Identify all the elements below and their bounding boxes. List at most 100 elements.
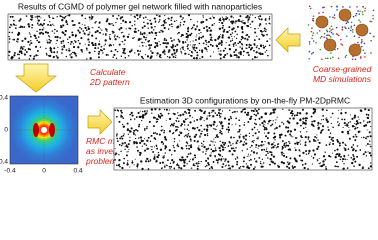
particle: [162, 156, 165, 159]
particle: [351, 125, 355, 128]
particle: [8, 35, 10, 38]
particle: [236, 111, 238, 113]
particle: [281, 121, 283, 124]
particle: [70, 53, 73, 55]
particle: [198, 49, 201, 51]
particle: [208, 112, 211, 115]
particle: [203, 112, 206, 115]
particle: [31, 24, 34, 26]
particle: [240, 20, 242, 23]
particle: [222, 49, 225, 52]
particle: [206, 50, 208, 52]
particle: [251, 20, 254, 23]
particle: [220, 124, 222, 126]
bead: [330, 31, 333, 34]
particle: [350, 114, 352, 116]
particle: [147, 160, 150, 163]
particle: [212, 16, 215, 19]
particle: [250, 26, 252, 29]
particle: [182, 48, 184, 50]
particle: [158, 55, 161, 58]
particle: [362, 153, 365, 156]
particle: [352, 155, 355, 158]
particle: [203, 128, 206, 131]
bead: [318, 12, 320, 14]
particle: [92, 43, 95, 47]
particle: [120, 109, 123, 112]
particle: [313, 153, 317, 156]
particle: [30, 40, 32, 42]
particle: [129, 166, 131, 168]
particle: [220, 158, 223, 161]
particle: [155, 45, 157, 47]
particle: [176, 43, 179, 46]
bead: [372, 17, 374, 20]
particle: [184, 52, 187, 55]
particle: [228, 48, 232, 51]
particle: [257, 16, 259, 18]
particle: [260, 140, 264, 143]
particle: [353, 165, 355, 168]
particle: [167, 17, 170, 20]
particle: [220, 132, 223, 135]
particle: [152, 116, 156, 119]
particle: [128, 139, 131, 142]
particle: [256, 112, 259, 115]
particle: [36, 30, 38, 33]
bead: [311, 37, 313, 40]
particle: [128, 50, 132, 53]
particle: [23, 26, 26, 28]
particle: [320, 122, 322, 125]
particle: [221, 26, 224, 29]
particle: [365, 113, 368, 116]
bead: [323, 36, 326, 39]
particle: [337, 124, 340, 127]
particle: [355, 116, 357, 118]
particle: [126, 128, 130, 132]
particle: [193, 49, 195, 51]
particle: [304, 141, 307, 144]
particle: [165, 18, 167, 20]
bead: [311, 34, 314, 37]
particle: [74, 40, 76, 42]
particle: [245, 43, 248, 46]
particle: [172, 44, 175, 47]
particle: [336, 140, 340, 143]
particle: [146, 139, 149, 142]
particle: [219, 17, 222, 19]
particle: [257, 108, 260, 111]
particle: [178, 134, 181, 137]
particle: [324, 151, 326, 153]
particle: [258, 117, 261, 120]
particle: [118, 154, 120, 156]
particle: [138, 38, 141, 41]
particle: [312, 112, 315, 115]
particle: [144, 129, 146, 131]
particle: [28, 44, 31, 46]
particle: [122, 125, 126, 128]
particle: [269, 151, 272, 153]
particle: [153, 146, 155, 148]
particle: [44, 31, 48, 34]
particle: [163, 19, 166, 23]
particle: [254, 16, 257, 19]
particle: [23, 53, 26, 56]
particle: [153, 156, 156, 159]
particle: [221, 165, 224, 169]
particle: [218, 21, 220, 24]
particle: [77, 30, 80, 32]
particle: [185, 147, 188, 150]
particle: [49, 24, 52, 27]
particle: [202, 15, 204, 17]
particle: [202, 151, 204, 153]
particle: [117, 164, 120, 167]
particle: [287, 121, 291, 124]
particle: [143, 35, 145, 38]
particle: [127, 151, 129, 153]
particle: [36, 18, 38, 20]
bead: [369, 20, 371, 23]
particle: [150, 22, 153, 26]
particle: [325, 118, 328, 122]
particle: [280, 151, 284, 154]
particle: [53, 47, 56, 50]
